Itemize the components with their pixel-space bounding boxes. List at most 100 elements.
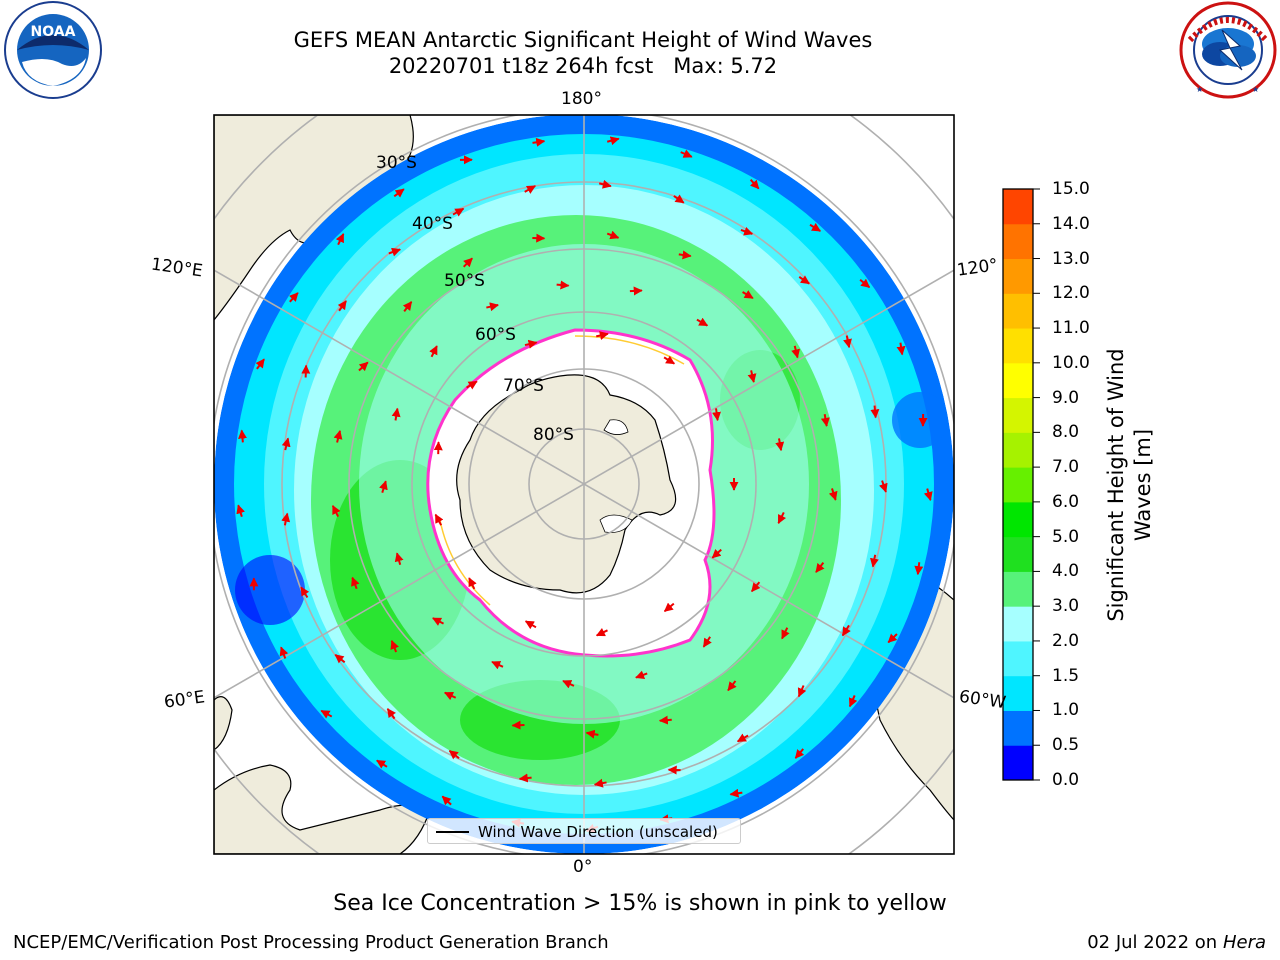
wave-direction-arrow — [848, 695, 858, 708]
colorbar-tick-label: 6.0 — [1052, 491, 1080, 512]
lat-label-60s: 60°S — [475, 325, 516, 345]
wave-direction-arrow — [376, 759, 388, 769]
colorbar-segment — [1003, 501, 1033, 538]
wave-direction-arrow — [658, 715, 672, 725]
wave-direction-arrow — [532, 137, 546, 147]
wave-direction-arrow — [794, 748, 805, 759]
colorbar-tick-label: 4.0 — [1052, 561, 1080, 582]
colorbar-frame — [1002, 188, 1034, 781]
wave-direction-arrow — [797, 685, 807, 698]
map-frame — [213, 114, 955, 855]
wave-direction-arrow — [466, 380, 478, 390]
wave-direction-arrow — [702, 636, 712, 648]
wave-direction-arrow — [320, 709, 333, 719]
colorbar-tick-label: 13.0 — [1052, 248, 1090, 269]
wave-direction-arrow — [595, 627, 608, 637]
wave-direction-arrow — [879, 480, 888, 493]
wave-direction-arrow — [468, 577, 477, 590]
wave-direction-arrow — [444, 691, 457, 701]
wave-direction-arrow — [843, 335, 852, 349]
wave-direction-arrow — [663, 602, 675, 613]
wave-direction-arrow — [593, 778, 607, 788]
lat-label-70s: 70°S — [503, 376, 544, 396]
wave-direction-arrow — [462, 257, 473, 268]
wave-direction-arrow — [524, 339, 538, 349]
wave-direction-arrow — [791, 345, 801, 359]
wave-direction-arrow — [434, 513, 444, 526]
wave-direction-arrow — [351, 576, 360, 590]
wave-direction-arrow — [562, 680, 575, 689]
chart-title: GEFS MEAN Antarctic Significant Height o… — [293, 28, 873, 52]
wave-direction-arrow — [750, 581, 761, 593]
colorbar-tick-label: 3.0 — [1052, 596, 1080, 617]
wave-direction-arrow — [870, 554, 879, 568]
colorbar-segment — [1003, 571, 1033, 607]
wave-direction-arrow — [747, 370, 757, 383]
nws-logo: ★ ★ — [1179, 1, 1277, 99]
legend-line-sample — [436, 831, 469, 833]
colorbar-segment — [1003, 189, 1033, 225]
lat-label-50s: 50°S — [444, 271, 485, 291]
colorbar-tick-label: 9.0 — [1052, 387, 1080, 408]
wave-direction-arrow — [887, 633, 898, 644]
colorbar-segment — [1003, 640, 1033, 677]
wave-direction-arrow — [606, 136, 620, 146]
svg-text:★: ★ — [1196, 85, 1203, 94]
madagascar-land — [214, 696, 233, 751]
wave-direction-arrow — [556, 280, 570, 290]
colorbar-tick-label: 14.0 — [1052, 213, 1090, 234]
wave-direction-arrow — [775, 438, 785, 452]
wave-direction-arrow — [388, 247, 401, 257]
wave-direction-arrow — [729, 788, 743, 798]
wave-direction-arrow — [923, 488, 933, 501]
wave-direction-arrow — [727, 680, 737, 692]
wave-direction-arrow — [429, 345, 438, 358]
wave-direction-arrow — [524, 620, 537, 630]
colorbar-segment — [1003, 293, 1033, 329]
map-legend: Wind Wave Direction (unscaled) — [427, 818, 741, 844]
wave-direction-arrow — [337, 300, 347, 312]
wave-direction-arrow — [238, 429, 247, 443]
colorbar-tick-label: 8.0 — [1052, 422, 1080, 443]
wave-direction-arrow — [511, 720, 525, 730]
wave-direction-arrow — [255, 358, 265, 370]
wind-wave-arrows — [236, 136, 933, 833]
footer-host: Hera — [1222, 932, 1266, 953]
lon-label-0: 0° — [573, 857, 593, 877]
wave-direction-arrow — [742, 290, 754, 300]
wave-direction-arrow — [696, 317, 709, 327]
wave-direction-arrow — [635, 670, 648, 680]
wave-direction-arrow — [281, 437, 291, 451]
colorbar-tick-label: 0.5 — [1052, 735, 1080, 756]
wave-direction-arrow — [629, 286, 643, 296]
sea-ice-note: Sea Ice Concentration > 15% is shown in … — [333, 891, 947, 916]
wave-direction-arrow — [678, 250, 692, 260]
colorbar-tick-label: 5.0 — [1052, 526, 1080, 547]
colorbar-segment — [1003, 675, 1033, 711]
wave-direction-arrow — [663, 355, 676, 365]
colorbar-tick-label: 15.0 — [1052, 179, 1090, 199]
wave-direction-arrow — [781, 627, 790, 640]
wave-direction-arrow — [777, 512, 787, 525]
colorbar-segment — [1003, 467, 1033, 503]
colorbar-segment — [1003, 536, 1033, 572]
chart-subtitle: 20220701 t18z 264h fcst Max: 5.72 — [388, 54, 778, 78]
colorbar-segment — [1003, 710, 1033, 746]
wave-direction-arrow — [711, 548, 722, 559]
wave-direction-arrow — [333, 429, 343, 443]
wave-direction-arrow — [606, 230, 620, 240]
colorbar-tick-label: 2.0 — [1052, 630, 1080, 651]
legend-label: Wind Wave Direction (unscaled) — [478, 823, 718, 841]
wave-direction-arrow — [524, 185, 536, 194]
colorbar-segment — [1003, 606, 1033, 642]
lat-label-30s: 30°S — [376, 153, 417, 173]
lat-label-40s: 40°S — [412, 214, 453, 234]
colorbar-tick-label: 12.0 — [1052, 283, 1090, 304]
wave-direction-arrow — [391, 407, 401, 421]
wave-direction-arrow — [914, 562, 924, 576]
wave-direction-arrow — [598, 179, 612, 189]
colorbar-tick-label: 1.0 — [1052, 700, 1080, 721]
noaa-logo: NOAA — [4, 1, 102, 99]
wave-direction-arrow — [279, 646, 289, 659]
wave-direction-arrow — [798, 275, 810, 285]
